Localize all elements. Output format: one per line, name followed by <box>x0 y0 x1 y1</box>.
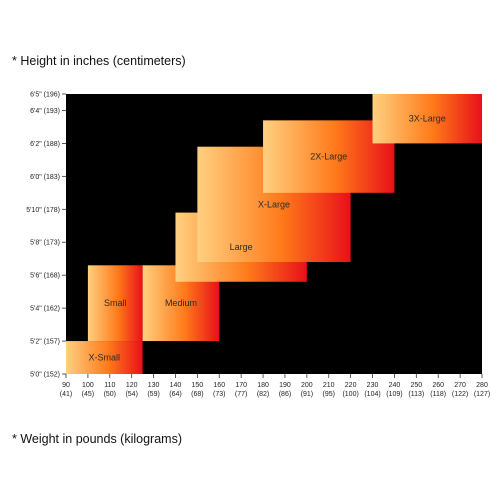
y-tick-label: 6'4" (193) <box>30 108 60 115</box>
x-tick-sublabel: (95) <box>323 391 335 398</box>
x-tick-label: 210 <box>323 382 335 389</box>
x-tick-label: 190 <box>279 382 291 389</box>
x-tick-label: 230 <box>367 382 379 389</box>
x-tick-sublabel: (122) <box>452 391 468 398</box>
size-label-3x-large: 3X-Large <box>409 114 446 124</box>
size-label-x-small: X-Small <box>89 353 121 363</box>
x-tick-sublabel: (45) <box>82 391 94 398</box>
y-tick-label: 5'0" (152) <box>30 372 60 379</box>
y-tick-label: 5'2" (157) <box>30 339 60 346</box>
x-tick-label: 140 <box>170 382 182 389</box>
x-tick-sublabel: (41) <box>60 391 72 398</box>
y-tick-label: 5'4" (162) <box>30 306 60 313</box>
x-tick-label: 170 <box>235 382 247 389</box>
y-tick-label: 5'8" (173) <box>30 240 60 247</box>
x-tick-sublabel: (104) <box>364 391 380 398</box>
x-tick-sublabel: (86) <box>279 391 291 398</box>
x-tick-sublabel: (109) <box>386 391 402 398</box>
x-tick-sublabel: (127) <box>474 391 490 398</box>
x-tick-label: 150 <box>192 382 204 389</box>
x-tick-label: 270 <box>454 382 466 389</box>
x-tick-label: 160 <box>213 382 225 389</box>
y-tick-label: 6'0" (183) <box>30 174 60 181</box>
x-tick-label: 120 <box>126 382 138 389</box>
x-tick-sublabel: (73) <box>213 391 225 398</box>
x-tick-label: 250 <box>410 382 422 389</box>
x-tick-label: 220 <box>345 382 357 389</box>
x-tick-sublabel: (68) <box>191 391 203 398</box>
x-tick-label: 110 <box>104 382 115 389</box>
x-tick-sublabel: (82) <box>257 391 269 398</box>
x-tick-sublabel: (77) <box>235 391 247 398</box>
size-region-small <box>87 265 143 342</box>
size-label-small: Small <box>104 298 127 308</box>
x-tick-label: 90 <box>62 382 70 389</box>
x-tick-sublabel: (59) <box>147 391 159 398</box>
size-label-medium: Medium <box>165 298 197 308</box>
y-tick-label: 6'2" (188) <box>30 141 60 148</box>
x-tick-sublabel: (118) <box>430 391 446 398</box>
size-label-x-large: X-Large <box>258 199 290 209</box>
x-tick-label: 130 <box>148 382 160 389</box>
size-label-large: Large <box>230 242 253 252</box>
y-tick-label: 6'5" (196) <box>30 92 60 99</box>
x-tick-label: 100 <box>82 382 94 389</box>
x-tick-label: 240 <box>389 382 401 389</box>
x-tick-sublabel: (113) <box>408 391 424 398</box>
y-tick-label: 5'10" (178) <box>26 207 60 214</box>
x-tick-sublabel: (54) <box>125 391 137 398</box>
size-region-3x-large <box>372 94 482 144</box>
x-tick-label: 180 <box>257 382 269 389</box>
size-label-2x-large: 2X-Large <box>310 152 347 162</box>
x-tick-sublabel: (64) <box>169 391 181 398</box>
x-tick-sublabel: (100) <box>342 391 358 398</box>
y-tick-label: 5'6" (168) <box>30 273 60 280</box>
x-tick-label: 280 <box>476 382 488 389</box>
x-tick-sublabel: (91) <box>301 391 313 398</box>
x-tick-label: 260 <box>432 382 444 389</box>
size-region-x-small <box>66 341 143 374</box>
x-tick-sublabel: (50) <box>104 391 116 398</box>
weight-axis-note: * Weight in pounds (kilograms) <box>12 432 182 446</box>
x-tick-label: 200 <box>301 382 313 389</box>
height-axis-note: * Height in inches (centimeters) <box>12 54 186 68</box>
